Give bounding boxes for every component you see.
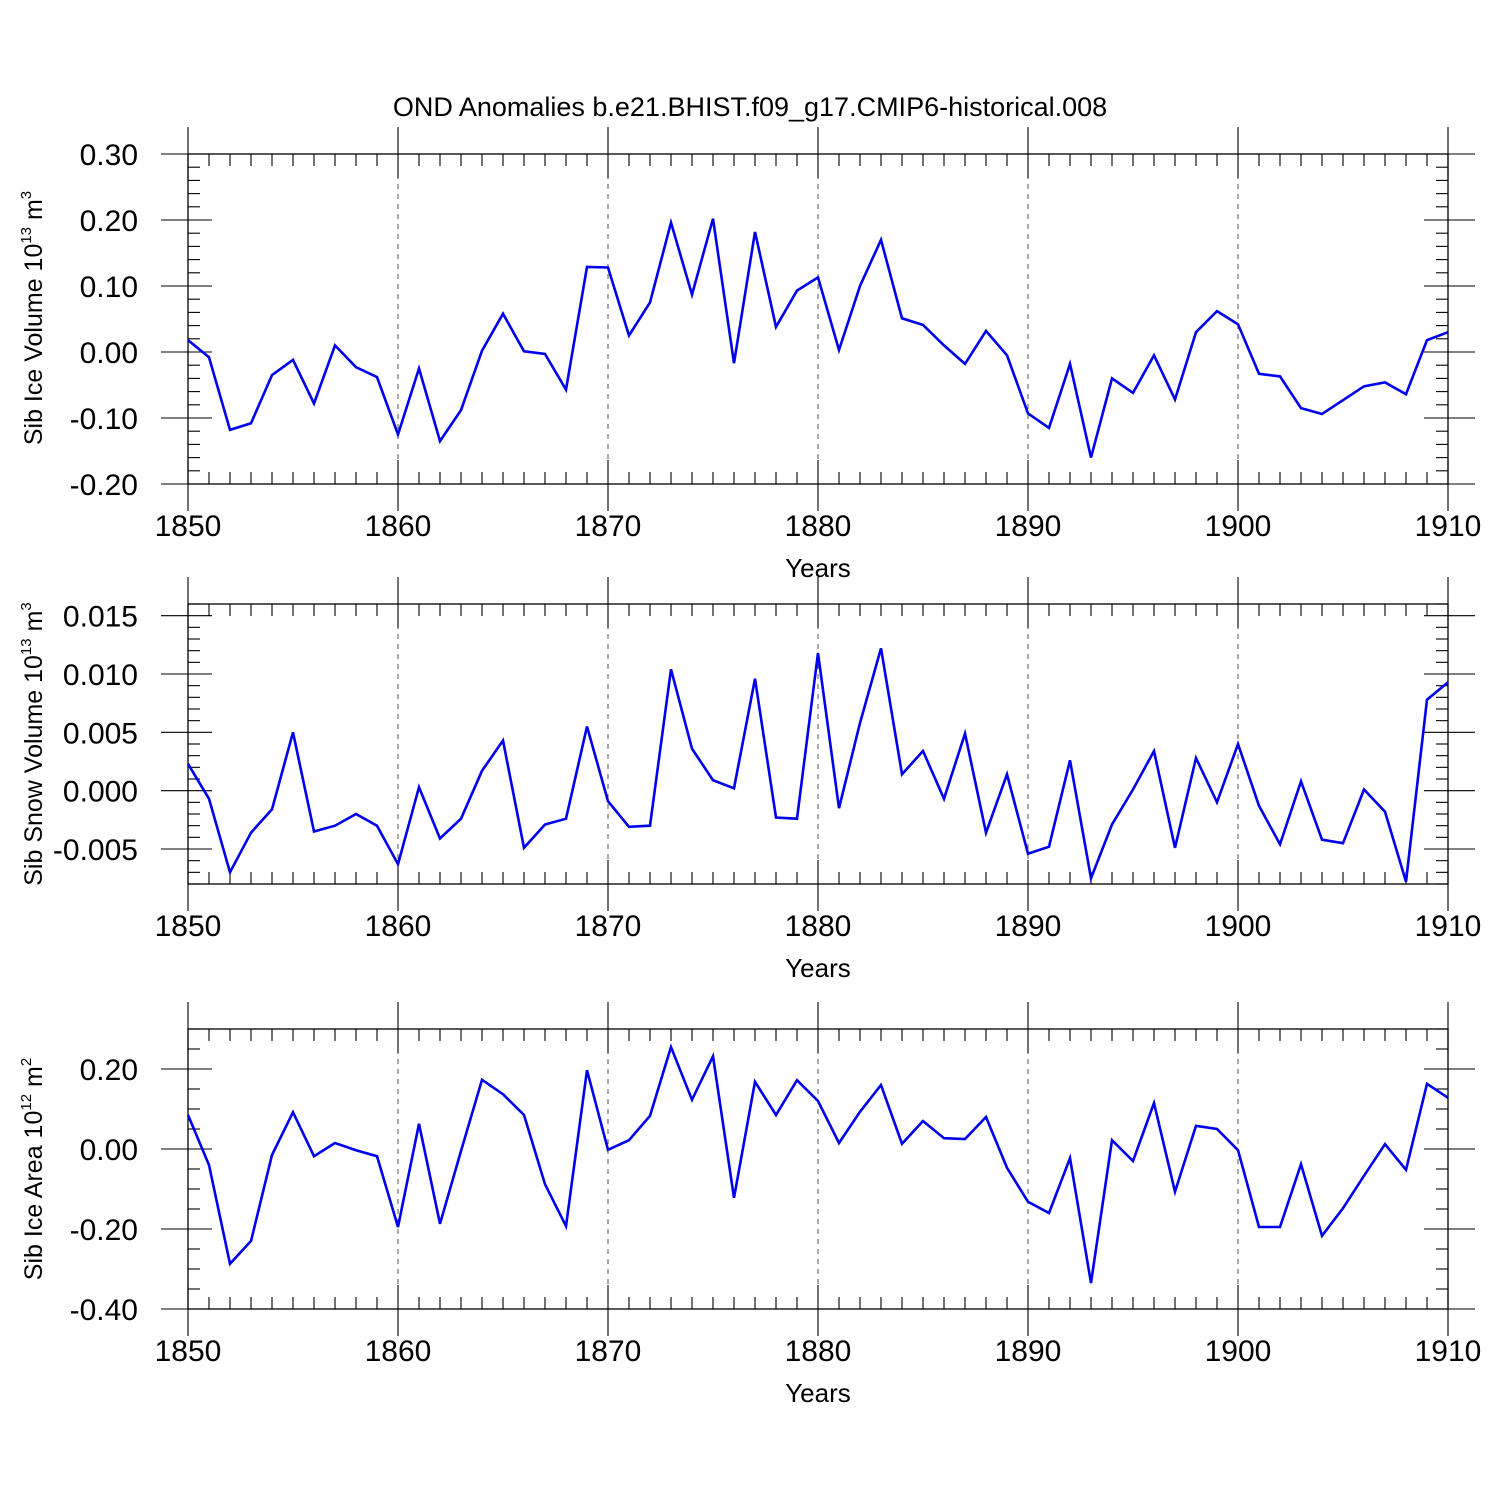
x-tick-label: 1850 — [155, 1335, 222, 1368]
y-tick-label: -0.10 — [70, 403, 138, 436]
panel-2: 1850 1860 1870 1880 1890 1900 1910 -0.005 0.000 0… — [18, 577, 1481, 983]
y-title-superscript: 2 — [18, 1058, 35, 1066]
x-tick-label: 1850 — [155, 510, 222, 543]
y-axis-title: Sib Ice Volume 1013 m3 — [18, 191, 48, 445]
y-title-superscript: 3 — [18, 191, 35, 199]
y-tick-label: -0.20 — [70, 469, 138, 502]
y-title-superscript: 13 — [18, 638, 35, 655]
x-tick-label: 1870 — [575, 910, 642, 943]
y-tick-label: 0.005 — [63, 717, 138, 750]
y-axis-title: Sib Snow Volume 1013 m3 — [18, 602, 48, 886]
y-tick-label: 0.20 — [80, 205, 138, 238]
y-title-text: m — [20, 611, 48, 639]
y-title-superscript: 13 — [18, 227, 35, 244]
x-tick-label: 1870 — [575, 1335, 642, 1368]
y-tick-label: -0.40 — [70, 1294, 138, 1327]
x-tick-label: 1860 — [365, 1335, 432, 1368]
series-line — [186, 1043, 1449, 1284]
panels: 1850 1860 1870 1880 1890 1900 1910 -0.20 -0.10 0.… — [18, 127, 1481, 1408]
y-axis-title: Sib Ice Area 1012 m2 — [18, 1058, 48, 1280]
y-title-text: m — [20, 1066, 48, 1094]
x-tick-label: 1890 — [995, 510, 1062, 543]
x-tick-label: 1900 — [1205, 1335, 1272, 1368]
y-title-superscript: 12 — [18, 1094, 35, 1111]
y-title-superscript: 3 — [18, 602, 35, 610]
y-tick-label: 0.00 — [80, 337, 138, 370]
chart-title: OND Anomalies b.e21.BHIST.f09_g17.CMIP6-… — [393, 92, 1107, 122]
y-tick-label: -0.20 — [70, 1214, 138, 1247]
x-tick-label: 1860 — [365, 910, 432, 943]
x-tick-label: 1910 — [1415, 1335, 1482, 1368]
series-line — [187, 217, 1449, 458]
x-tick-label: 1910 — [1415, 510, 1482, 543]
x-tick-label: 1900 — [1205, 510, 1272, 543]
panel-3: 1850 1860 1870 1880 1890 1900 1910 -0.40 -0.20 0.… — [18, 1002, 1481, 1408]
x-tick-label: 1850 — [155, 910, 222, 943]
x-axis-title: Years — [785, 953, 851, 983]
x-tick-label: 1880 — [785, 510, 852, 543]
y-title-text: Sib Snow Volume 10 — [20, 655, 48, 886]
x-tick-label: 1870 — [575, 510, 642, 543]
x-tick-label: 1880 — [785, 910, 852, 943]
panel-1: 1850 1860 1870 1880 1890 1900 1910 -0.20 -0.10 0.… — [18, 127, 1481, 583]
y-tick-label: 0.000 — [63, 776, 138, 809]
y-tick-label: -0.005 — [53, 834, 138, 867]
y-tick-label: 0.015 — [63, 601, 138, 634]
x-tick-label: 1860 — [365, 510, 432, 543]
y-title-text: Sib Ice Area 10 — [20, 1111, 48, 1281]
x-tick-label: 1880 — [785, 1335, 852, 1368]
x-tick-label: 1890 — [995, 910, 1062, 943]
y-title-text: Sib Ice Volume 10 — [20, 244, 48, 446]
x-tick-label: 1910 — [1415, 910, 1482, 943]
y-tick-label: 0.00 — [80, 1134, 138, 1167]
y-tick-label: 0.010 — [63, 659, 138, 692]
y-tick-label: 0.20 — [80, 1054, 138, 1087]
x-axis-title: Years — [785, 1378, 851, 1408]
x-tick-label: 1890 — [995, 1335, 1062, 1368]
y-tick-label: 0.30 — [80, 139, 138, 172]
y-title-text: m — [20, 199, 48, 227]
y-tick-label: 0.10 — [80, 271, 138, 304]
x-tick-label: 1900 — [1205, 910, 1272, 943]
series-line — [186, 647, 1449, 883]
